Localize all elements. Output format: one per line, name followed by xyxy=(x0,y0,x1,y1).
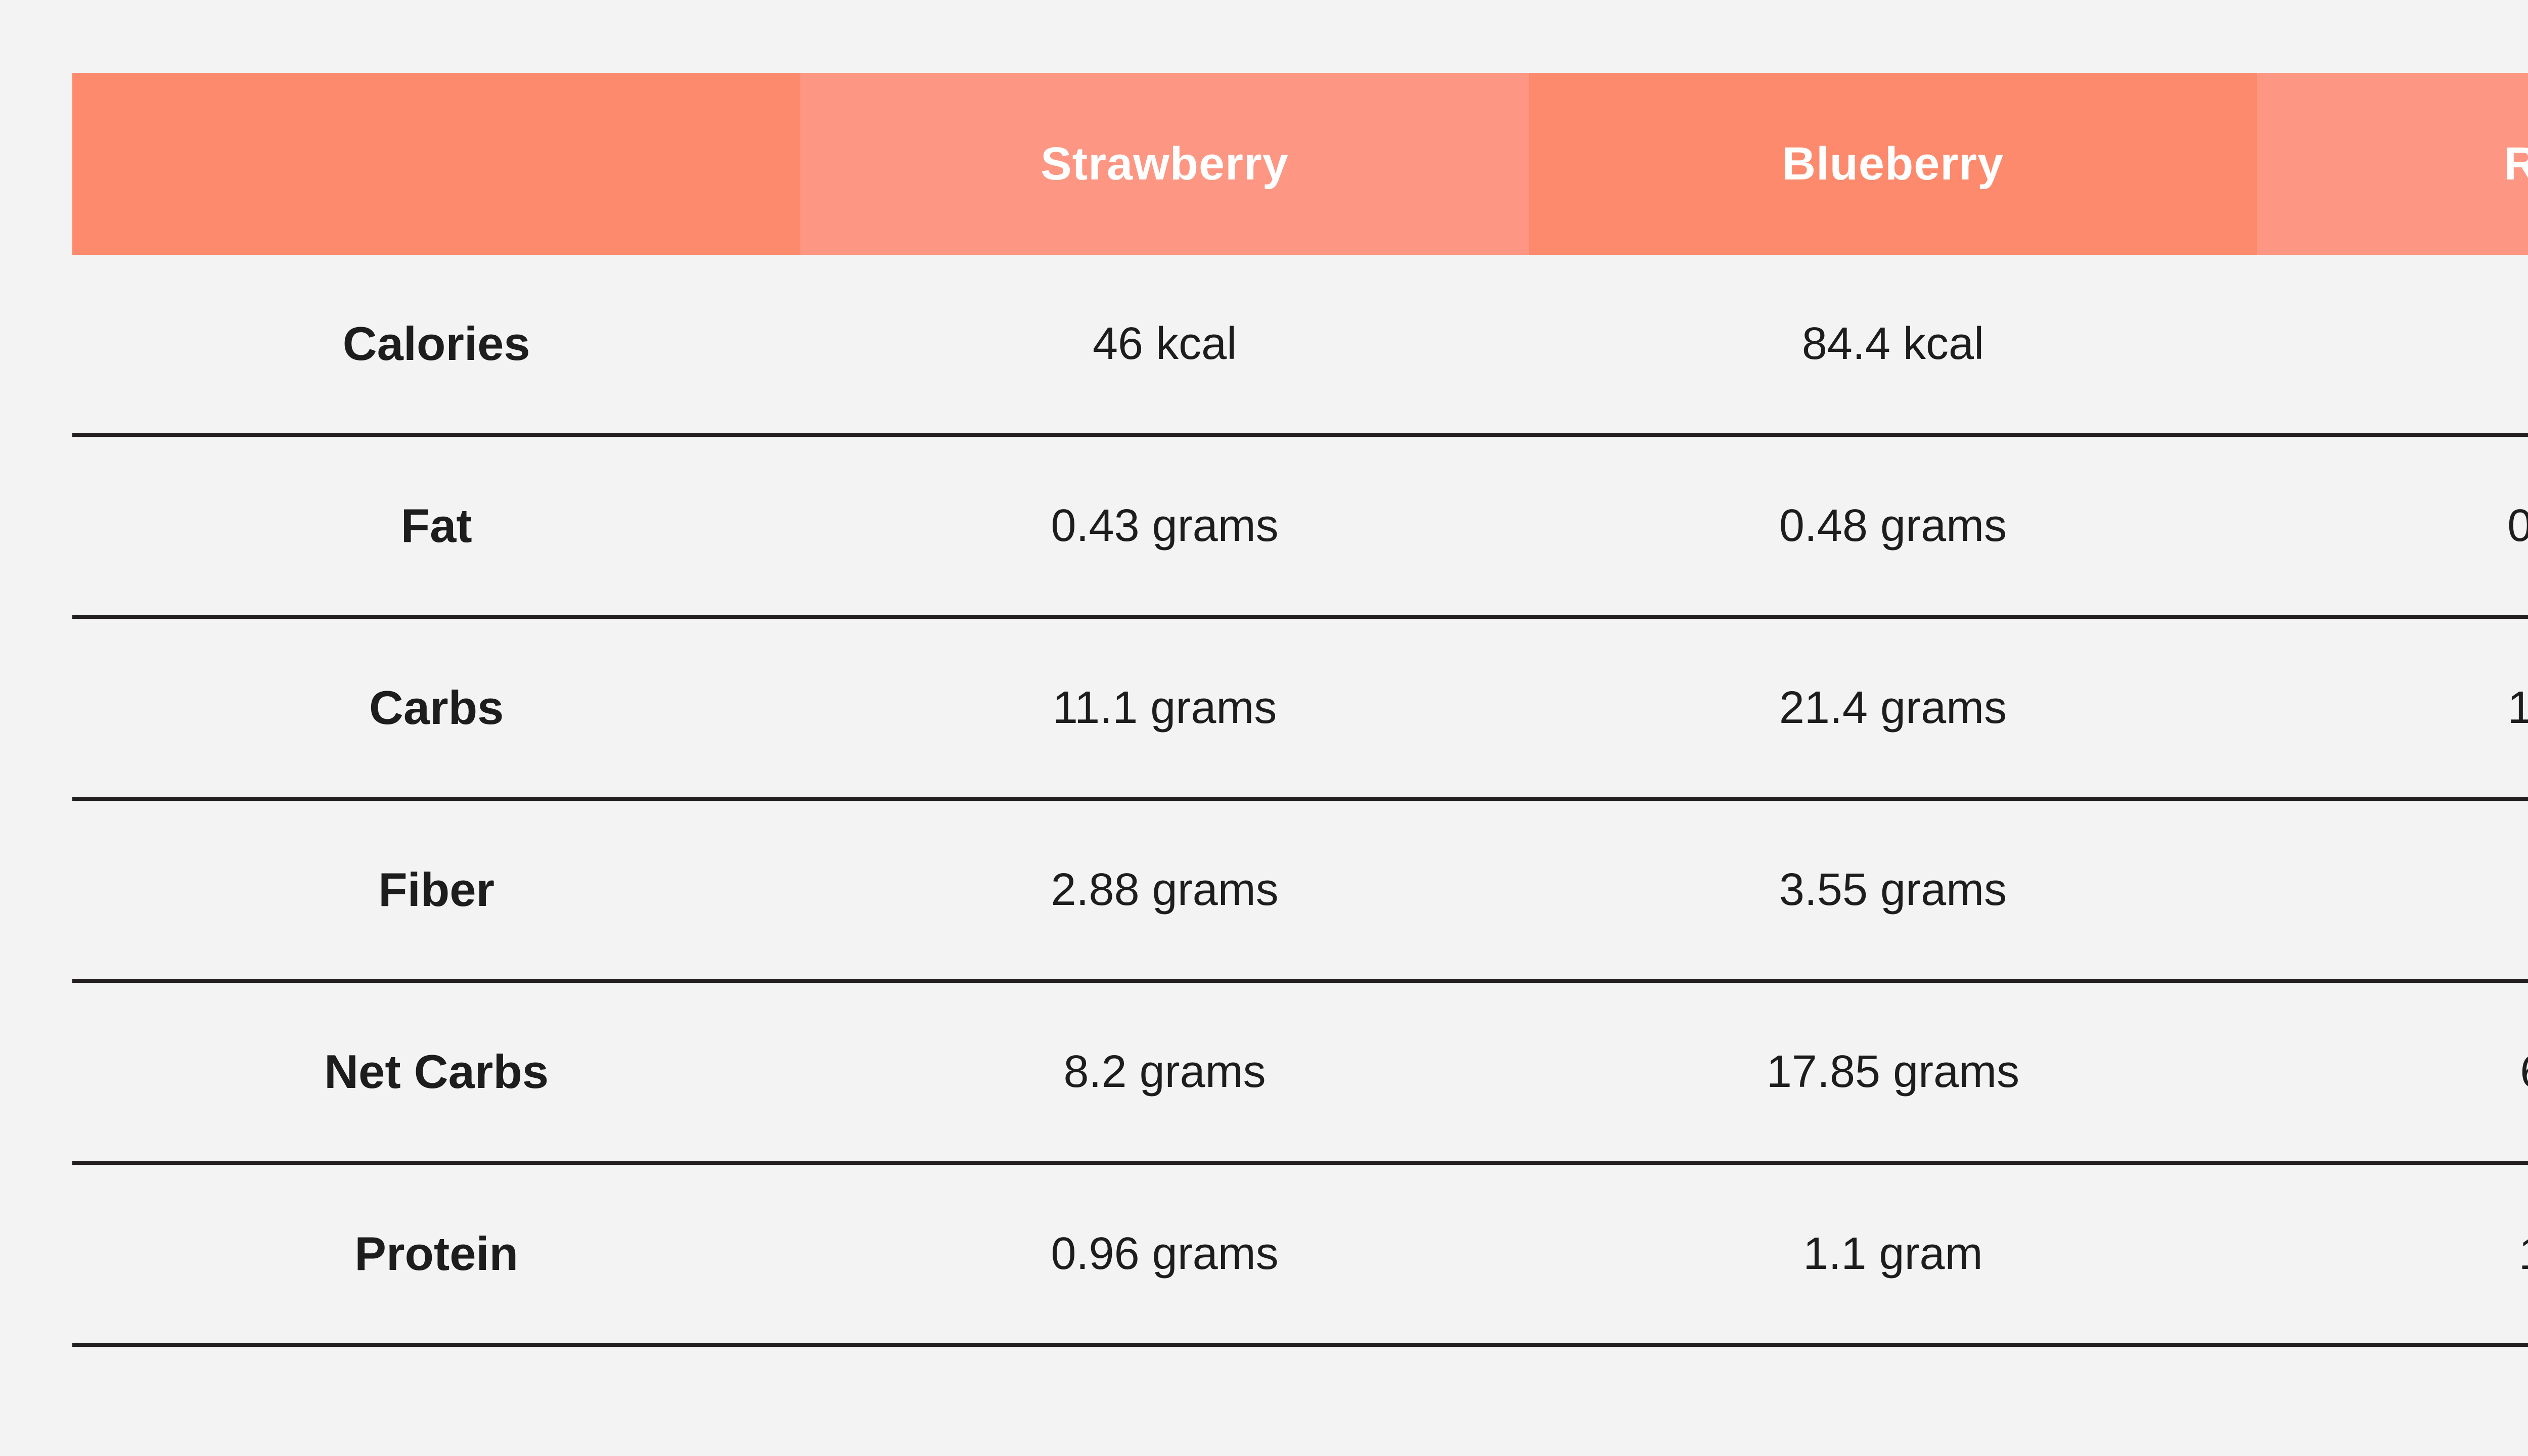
cell-carbs-strawberry: 11.1 grams xyxy=(1052,682,1277,733)
cell-net-carbs-strawberry: 8.2 grams xyxy=(1063,1046,1266,1097)
cell-fiber-raspberry: 8 grams xyxy=(2257,801,2528,979)
table-row-net-carbs: Net Carbs 8.2 grams 17.85 grams 6.7 gram… xyxy=(72,983,2528,1165)
table-row-carbs: Carbs 11.1 grams 21.4 grams 14.7 grams 1… xyxy=(72,619,2528,801)
header-cell-blueberry: Blueberry xyxy=(1528,73,2258,255)
cell-protein-blueberry: 1.1 gram xyxy=(1803,1228,1983,1279)
cell-protein-raspberry: 1.48 gram xyxy=(2257,1165,2528,1343)
table-row-protein: Protein 0.96 grams 1.1 gram 1.48 gram 2 … xyxy=(72,1165,2528,1347)
header-cell-corner xyxy=(72,73,801,255)
table-row-calories: Calories 46 kcal 84.4 kcal 64 kcal 61.9 … xyxy=(72,255,2528,437)
cell-fat-blueberry: 0.48 grams xyxy=(1779,500,2007,551)
table-header-row: Strawberry Blueberry Raspberry Blackberr… xyxy=(72,73,2528,255)
cell-net-carbs-raspberry: 6.7 grams xyxy=(2257,983,2528,1161)
row-label-fat: Fat xyxy=(400,499,472,552)
cell-fat-strawberry: 0.43 grams xyxy=(1051,500,1279,551)
header-cell-raspberry: Raspberry xyxy=(2257,73,2528,255)
cell-calories-raspberry: 64 kcal xyxy=(2257,255,2528,433)
berry-nutrition-table: Strawberry Blueberry Raspberry Blackberr… xyxy=(72,73,2528,1347)
row-label-net-carbs: Net Carbs xyxy=(324,1045,549,1098)
cell-fiber-strawberry: 2.88 grams xyxy=(1051,864,1279,915)
cell-calories-strawberry: 46 kcal xyxy=(1093,318,1237,369)
cell-fiber-blueberry: 3.55 grams xyxy=(1779,864,2007,915)
row-label-protein: Protein xyxy=(354,1227,519,1280)
cell-carbs-blueberry: 21.4 grams xyxy=(1779,682,2007,733)
row-label-calories: Calories xyxy=(342,317,530,370)
table-row-fat: Fat 0.43 grams 0.48 grams 0.80 grams 0.7… xyxy=(72,437,2528,619)
cell-carbs-raspberry: 14.7 grams xyxy=(2507,682,2528,733)
row-label-fiber: Fiber xyxy=(378,863,495,916)
header-cell-strawberry: Strawberry xyxy=(800,73,1529,255)
table-row-fiber: Fiber 2.88 grams 3.55 grams 8 grams 7.63… xyxy=(72,801,2528,983)
row-label-carbs: Carbs xyxy=(369,681,504,734)
cell-protein-strawberry: 0.96 grams xyxy=(1051,1228,1279,1279)
cell-net-carbs-blueberry: 17.85 grams xyxy=(1766,1046,2020,1097)
cell-fat-raspberry: 0.80 grams xyxy=(2507,500,2528,551)
cell-calories-blueberry: 84.4 kcal xyxy=(1801,318,1984,369)
